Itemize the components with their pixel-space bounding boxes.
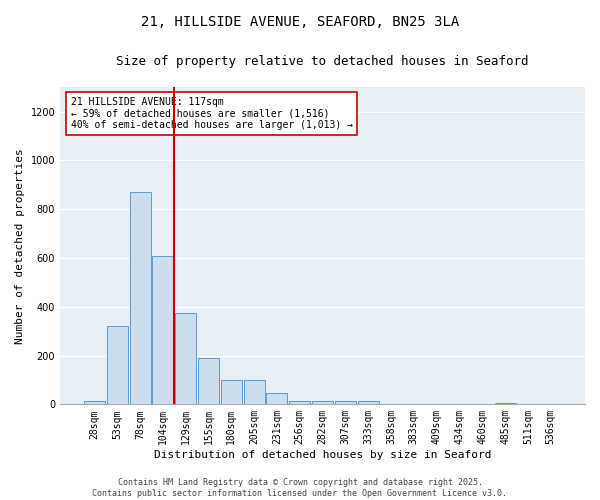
Bar (266, 394, 287, 404)
Bar (221, 380, 242, 404)
Y-axis label: Number of detached properties: Number of detached properties (15, 148, 25, 344)
Bar (130, 192, 151, 404)
Bar (175, 313, 196, 404)
Bar (335, 400, 356, 404)
X-axis label: Distribution of detached houses by size in Seaford: Distribution of detached houses by size … (154, 450, 491, 460)
Bar (494, 403, 515, 404)
Text: 21, HILLSIDE AVENUE, SEAFORD, BN25 3LA: 21, HILLSIDE AVENUE, SEAFORD, BN25 3LA (141, 15, 459, 29)
Text: 21 HILLSIDE AVENUE: 117sqm
← 59% of detached houses are smaller (1,516)
40% of s: 21 HILLSIDE AVENUE: 117sqm ← 59% of deta… (71, 96, 353, 130)
Bar (289, 400, 310, 404)
Bar (198, 358, 219, 405)
Bar (244, 380, 265, 404)
Text: Contains HM Land Registry data © Crown copyright and database right 2025.
Contai: Contains HM Land Registry data © Crown c… (92, 478, 508, 498)
Title: Size of property relative to detached houses in Seaford: Size of property relative to detached ho… (116, 55, 529, 68)
Bar (312, 400, 333, 404)
Bar (152, 256, 173, 404)
Bar (358, 400, 379, 404)
Bar (107, 326, 128, 404)
Bar (84, 402, 105, 404)
